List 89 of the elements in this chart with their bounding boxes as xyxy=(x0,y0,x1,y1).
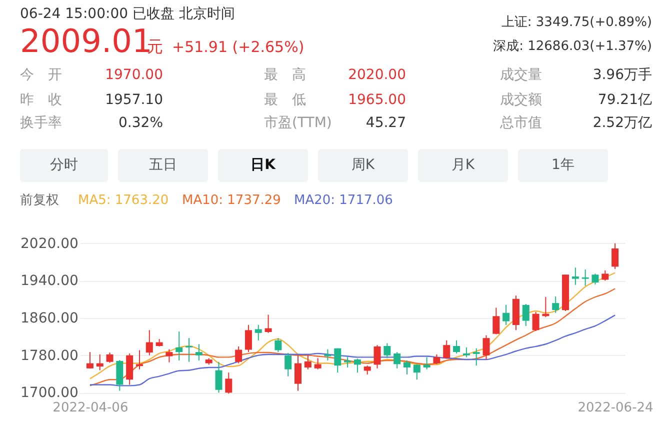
y-tick-label: 2020.00 xyxy=(20,236,78,252)
text: 1965.00 xyxy=(348,92,406,108)
candlestick xyxy=(304,354,312,370)
candlestick xyxy=(492,307,500,335)
candlestick xyxy=(136,350,143,370)
candlestick xyxy=(106,352,114,364)
text: 换手率 xyxy=(20,115,62,131)
candlestick xyxy=(394,352,401,369)
candlestick xyxy=(264,314,272,334)
text: MA10: 1737.29 xyxy=(182,193,281,208)
y-tick-label: 1940.00 xyxy=(20,273,78,290)
text: 总市值 xyxy=(499,115,542,131)
text: 深成: 12686.03(+1.37%) xyxy=(493,39,652,54)
line-series xyxy=(89,314,616,386)
candlestick xyxy=(244,324,252,353)
y-tick-label: 1860.00 xyxy=(20,310,78,326)
candlestick xyxy=(274,338,282,353)
text: 五日 xyxy=(149,157,177,173)
candlestick xyxy=(482,334,490,360)
text: 市盈(TTM) xyxy=(264,115,332,131)
candlestick xyxy=(532,311,540,332)
text: 成交量 xyxy=(500,67,542,83)
y-tick-label: 1700.00 xyxy=(20,385,78,402)
candlestick xyxy=(166,348,173,363)
candlestick xyxy=(235,346,242,364)
candlestick xyxy=(254,324,262,341)
candlestick xyxy=(413,364,420,380)
candlestick xyxy=(294,354,302,392)
candlestick xyxy=(96,354,104,371)
text: 今 开 xyxy=(20,67,62,83)
candlestick xyxy=(314,358,322,370)
candlestick xyxy=(146,330,153,356)
text: 2.52万亿 xyxy=(592,115,652,131)
text: 3.96万手 xyxy=(592,67,652,83)
text: 日K xyxy=(250,157,277,173)
candlestick xyxy=(344,356,352,368)
candlestick xyxy=(592,273,599,285)
candlestick xyxy=(572,267,579,286)
text: 1957.10 xyxy=(105,92,163,108)
text: 最 低 xyxy=(264,92,306,108)
candlestick xyxy=(612,242,619,270)
candlestick xyxy=(462,346,470,358)
candlestick xyxy=(86,352,94,369)
candlestick xyxy=(324,348,332,361)
text: 79.21亿 xyxy=(598,92,652,108)
line-series xyxy=(89,288,616,386)
text: MA5: 1763.20 xyxy=(78,193,169,208)
x-tick-label: 2022-06-24 xyxy=(578,400,654,416)
candlestick xyxy=(502,304,510,326)
candlestick xyxy=(284,352,292,377)
candlestick xyxy=(433,354,440,365)
text: 45.27 xyxy=(366,115,406,131)
text: 昨 收 xyxy=(20,92,62,108)
candlestick xyxy=(374,344,381,369)
x-tick-label: 2022-04-06 xyxy=(52,400,128,416)
text: 0.32% xyxy=(118,115,163,131)
chart-title: 06-24 15:00:00 已收盘 北京时间 xyxy=(20,6,235,22)
text: 月K xyxy=(451,157,476,173)
candlestick xyxy=(552,296,560,314)
candlestick xyxy=(423,356,430,370)
candlestick xyxy=(443,340,450,360)
candlestick xyxy=(472,348,480,366)
text: +51.91 (+2.65%) xyxy=(172,38,304,56)
candlestick xyxy=(186,338,193,362)
candlestick xyxy=(176,331,183,361)
text: 分时 xyxy=(50,157,78,173)
text: 最 高 xyxy=(264,67,306,83)
candlestick xyxy=(334,348,342,374)
text: MA20: 1717.06 xyxy=(294,193,393,208)
candlestick xyxy=(582,268,589,286)
text: 上证: 3349.75(+0.89%) xyxy=(501,15,652,30)
candlestick xyxy=(116,360,124,392)
candlestick xyxy=(354,358,361,374)
candlestick xyxy=(225,372,232,394)
candlestick xyxy=(453,340,460,354)
candlestick xyxy=(215,361,222,394)
text: 1970.00 xyxy=(105,67,163,83)
text: 周K xyxy=(351,157,376,173)
candlestick xyxy=(522,304,530,326)
y-tick-label: 1780.00 xyxy=(20,348,78,364)
text: 1年 xyxy=(552,157,574,173)
text: 成交额 xyxy=(500,92,542,108)
candlestick xyxy=(403,360,410,375)
candlestick xyxy=(384,342,391,359)
line-series xyxy=(89,272,616,380)
text: 2020.00 xyxy=(348,67,406,83)
candlestick xyxy=(195,344,202,361)
candlestick xyxy=(602,270,609,282)
text: 前复权 xyxy=(20,193,59,208)
